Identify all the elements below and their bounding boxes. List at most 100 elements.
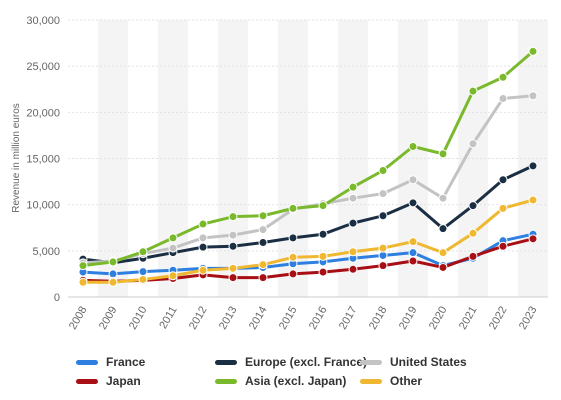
legend-label: Other <box>390 374 423 388</box>
data-point <box>468 251 478 261</box>
data-point <box>408 256 418 266</box>
legend-swatch <box>215 378 237 384</box>
data-point <box>348 264 358 274</box>
data-point <box>408 175 418 185</box>
data-point <box>408 141 418 151</box>
legend-item[interactable]: Asia (excl. Japan) <box>215 373 346 389</box>
series-line <box>81 49 535 268</box>
x-tick-label: 2020 <box>427 305 450 332</box>
data-point <box>408 237 418 247</box>
x-tick-label: 2014 <box>247 305 270 332</box>
data-point <box>468 86 478 96</box>
x-tick-label: 2011 <box>157 305 179 331</box>
series-lines <box>78 46 538 287</box>
data-point <box>258 225 268 235</box>
data-point <box>468 228 478 238</box>
data-point <box>378 250 388 260</box>
legend-label: United States <box>390 355 467 369</box>
data-point <box>498 93 508 103</box>
data-point <box>468 139 478 149</box>
data-point <box>318 229 328 239</box>
data-point <box>348 218 358 228</box>
y-tick-label: 30,000 <box>26 15 60 27</box>
data-point <box>228 230 238 240</box>
y-tick-label: 5,000 <box>32 246 60 258</box>
x-tick-label: 2012 <box>187 305 210 332</box>
legend-swatch <box>76 378 98 384</box>
data-point <box>138 274 148 284</box>
data-point <box>228 212 238 222</box>
data-point <box>198 265 208 275</box>
data-point <box>108 277 118 287</box>
y-axis-ticks: 0 5,000 10,000 15,000 20,000 25,000 30,000 <box>26 15 60 304</box>
data-point <box>258 273 268 283</box>
data-point <box>138 247 148 257</box>
legend-item[interactable]: Europe (excl. France) <box>215 354 367 370</box>
legend-swatch <box>215 359 237 365</box>
data-point <box>498 203 508 213</box>
data-point <box>378 211 388 221</box>
data-point <box>528 91 538 101</box>
y-axis-label: Revenue in million euros <box>11 103 22 213</box>
legend-label: France <box>106 355 146 369</box>
x-tick-label: 2023 <box>517 305 540 332</box>
data-point <box>108 269 118 279</box>
x-tick-label: 2009 <box>97 305 120 332</box>
data-point <box>528 195 538 205</box>
x-tick-label: 2018 <box>367 305 390 332</box>
line-chart: 0 5,000 10,000 15,000 20,000 25,000 30,000 200… <box>11 15 548 332</box>
data-point <box>288 269 298 279</box>
data-point <box>378 166 388 176</box>
x-tick-label: 2013 <box>217 305 240 332</box>
data-point <box>198 219 208 229</box>
data-point <box>198 233 208 243</box>
legend-item[interactable]: Other <box>360 373 422 389</box>
data-point <box>288 203 298 213</box>
x-tick-label: 2021 <box>457 305 480 332</box>
data-point <box>198 242 208 252</box>
y-tick-label: 15,000 <box>26 154 60 166</box>
data-point <box>78 277 88 287</box>
series-group <box>78 234 538 286</box>
y-tick-label: 0 <box>54 292 60 304</box>
data-point <box>438 248 448 258</box>
data-point <box>288 233 298 243</box>
data-point <box>168 271 178 281</box>
data-point <box>228 273 238 283</box>
data-point <box>378 261 388 271</box>
legend-swatch <box>360 359 382 365</box>
x-tick-label: 2022 <box>487 305 510 332</box>
data-point <box>228 263 238 273</box>
y-tick-label: 10,000 <box>26 200 60 212</box>
legend: France Europe (excl. France) United States… <box>0 354 561 400</box>
data-point <box>258 260 268 270</box>
data-point <box>468 201 478 211</box>
series-line <box>81 198 535 284</box>
y-tick-label: 25,000 <box>26 61 60 73</box>
x-tick-label: 2016 <box>307 305 330 332</box>
data-point <box>438 193 448 203</box>
legend-swatch <box>76 359 98 365</box>
data-point <box>408 248 418 258</box>
data-point <box>378 243 388 253</box>
x-tick-label: 2019 <box>397 305 420 332</box>
data-point <box>108 257 118 267</box>
data-point <box>258 211 268 221</box>
legend-item[interactable]: United States <box>360 354 467 370</box>
data-point <box>348 247 358 257</box>
data-point <box>288 252 298 262</box>
data-point <box>168 243 178 253</box>
legend-label: Japan <box>106 374 141 388</box>
series-group <box>78 46 538 271</box>
data-point <box>528 46 538 56</box>
series-line <box>81 164 535 265</box>
data-point <box>318 251 328 261</box>
series-group <box>78 161 538 268</box>
data-point <box>408 198 418 208</box>
legend-item[interactable]: France <box>76 354 145 370</box>
data-point <box>228 241 238 251</box>
data-point <box>438 262 448 272</box>
data-point <box>258 238 268 248</box>
legend-item[interactable]: Japan <box>76 373 141 389</box>
data-point <box>318 267 328 277</box>
